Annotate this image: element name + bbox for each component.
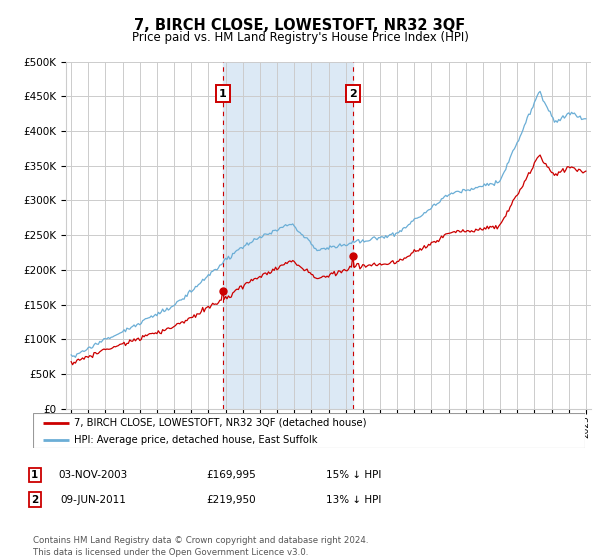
- Text: 09-JUN-2011: 09-JUN-2011: [60, 494, 126, 505]
- Text: 13% ↓ HPI: 13% ↓ HPI: [326, 494, 382, 505]
- Text: 15% ↓ HPI: 15% ↓ HPI: [326, 470, 382, 480]
- Text: Contains HM Land Registry data © Crown copyright and database right 2024.
This d: Contains HM Land Registry data © Crown c…: [33, 536, 368, 557]
- Text: 1: 1: [31, 470, 38, 480]
- Text: 1: 1: [219, 88, 227, 99]
- FancyBboxPatch shape: [33, 413, 585, 448]
- Text: 03-NOV-2003: 03-NOV-2003: [58, 470, 128, 480]
- Bar: [223, 62, 353, 409]
- Text: 2: 2: [31, 494, 38, 505]
- Text: £219,950: £219,950: [206, 494, 256, 505]
- Text: 7, BIRCH CLOSE, LOWESTOFT, NR32 3QF (detached house): 7, BIRCH CLOSE, LOWESTOFT, NR32 3QF (det…: [74, 418, 367, 428]
- Text: 7, BIRCH CLOSE, LOWESTOFT, NR32 3QF: 7, BIRCH CLOSE, LOWESTOFT, NR32 3QF: [134, 18, 466, 33]
- Text: 2: 2: [349, 88, 357, 99]
- Text: Price paid vs. HM Land Registry's House Price Index (HPI): Price paid vs. HM Land Registry's House …: [131, 31, 469, 44]
- Text: £169,995: £169,995: [206, 470, 256, 480]
- Text: HPI: Average price, detached house, East Suffolk: HPI: Average price, detached house, East…: [74, 435, 318, 445]
